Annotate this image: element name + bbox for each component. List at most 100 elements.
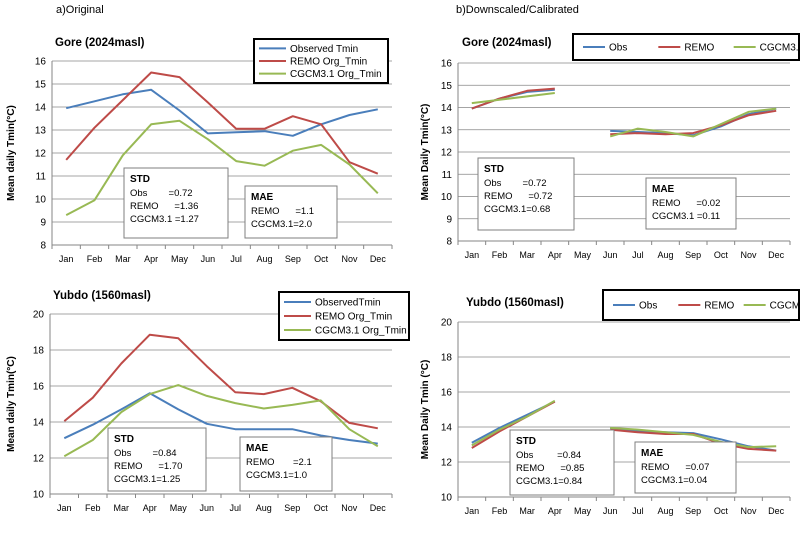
y-tick-label: 9 (446, 214, 452, 225)
series-line-observedtmin (63, 392, 378, 445)
stat-box-row: REMO =0.72 (484, 191, 552, 202)
x-tick-label: Jul (230, 254, 242, 264)
y-axis-label: Mean daily Tmin(°C) (6, 105, 17, 201)
x-tick-label: Mar (115, 254, 131, 264)
x-tick-label: Feb (85, 503, 101, 513)
stat-box-row: REMO =1.36 (130, 201, 198, 212)
legend-entry: REMO Org_Tmin (315, 312, 392, 323)
x-tick-label: Jun (603, 506, 618, 516)
x-tick-label: Jan (465, 506, 480, 516)
legend-entry: Obs (609, 43, 627, 54)
x-tick-label: Aug (256, 503, 272, 513)
stat-box-frame (509, 429, 615, 496)
stat-box-row: CGCM3.1=0.04 (641, 475, 707, 486)
stat-box-std: STD Obs =0.84 REMO =1.70 CGCM3.1=1.25 (107, 427, 207, 492)
y-tick-label: 8 (40, 241, 46, 252)
x-tick-label: Oct (314, 254, 329, 264)
stat-box-frame (107, 427, 207, 492)
x-tick-label: Feb (87, 254, 103, 264)
x-tick-label: Aug (256, 254, 272, 264)
stat-box-mae: MAE REMO =0.07 CGCM3.1=0.04 (634, 441, 737, 494)
y-tick-label: 18 (33, 346, 45, 357)
x-tick-label: Mar (519, 506, 535, 516)
stat-box-std: STD Obs =0.84 REMO =0.85 CGCM3.1=0.84 (509, 429, 615, 496)
stat-box-row: CGCM3.1 =1.27 (130, 214, 199, 225)
x-tick-label: Feb (492, 506, 508, 516)
y-axis-label: Mean daily Tmin(°C) (6, 356, 17, 452)
y-tick-label: 20 (33, 310, 45, 321)
chart-title: Yubdo (1560masl) (466, 297, 564, 309)
stat-box-row: CGCM3.1=0.68 (484, 204, 550, 215)
stat-box-row: REMO =0.85 (516, 463, 584, 474)
legend-entry: CGCM3.1 Org_Tmin (290, 69, 382, 80)
x-tick-label: Aug (657, 506, 673, 516)
y-tick-label: 16 (441, 59, 453, 70)
y-tick-label: 13 (441, 125, 453, 136)
y-tick-label: 15 (441, 81, 453, 92)
stat-box-row: CGCM3.1=2.0 (251, 219, 312, 230)
legend: Obs REMO CGCM3.1 (572, 33, 800, 61)
x-tick-label: Jul (632, 506, 644, 516)
series-line-cgcm3-1 (471, 399, 777, 449)
x-tick-label: Dec (370, 254, 387, 264)
x-tick-label: Jul (229, 503, 241, 513)
x-tick-label: Oct (714, 506, 729, 516)
series-line-observed-tmin (65, 88, 378, 137)
y-tick-label: 12 (441, 148, 453, 159)
y-tick-label: 16 (441, 388, 453, 399)
stat-box-heading: STD (114, 434, 134, 445)
chart-3: 10 12 14 16 18 20 Jan Feb Mar Apr May Jun Jul Aug Sep O… (6, 290, 410, 513)
y-tick-label: 8 (446, 237, 452, 248)
chart-1: 8 9 10 11 12 13 14 15 16 Jan Feb Mar Apr May Jun Jul Aug… (6, 37, 393, 264)
stat-box-row: REMO =1.1 (251, 206, 314, 217)
stat-box-heading: STD (516, 436, 536, 447)
chart-2: 8 9 10 11 12 13 14 15 16 Jan Feb Mar Apr May Jun Jul Aug… (420, 33, 800, 260)
y-tick-label: 10 (441, 192, 453, 203)
x-tick-label: Dec (768, 250, 785, 260)
legend-entry: REMO Org_Tmin (290, 57, 367, 68)
chart-title: Gore (2024masl) (462, 37, 552, 49)
y-axis-label: Mean Daily Tmin(°C) (420, 104, 431, 201)
x-tick-label: Nov (740, 250, 757, 260)
y-tick-label: 10 (441, 493, 453, 504)
x-tick-label: May (574, 506, 592, 516)
series-line-cgcm3-1-org-tmin (65, 119, 379, 216)
stat-box-mae: MAE REMO =2.1 CGCM3.1=1.0 (239, 436, 333, 492)
stat-box-frame (123, 167, 229, 239)
stat-box-row: REMO =2.1 (246, 457, 312, 468)
stat-box-row: Obs =0.84 (114, 448, 177, 459)
x-tick-label: Oct (314, 503, 329, 513)
legend-box (602, 289, 800, 321)
x-tick-label: Jun (199, 503, 214, 513)
series-line-cgcm3-1 (471, 92, 777, 138)
y-tick-label: 16 (35, 57, 47, 68)
stat-box-row: CGCM3.1 =0.11 (652, 211, 720, 222)
y-tick-label: 14 (441, 103, 453, 114)
x-tick-label: Jan (465, 250, 480, 260)
legend-entry: CGCM3.1 (760, 43, 800, 54)
x-tick-label: Apr (548, 506, 562, 516)
y-tick-label: 20 (441, 318, 453, 329)
y-tick-label: 14 (441, 423, 453, 434)
stat-box-row: REMO =1.70 (114, 461, 182, 472)
x-tick-label: May (574, 250, 592, 260)
legend-entry: REMO (704, 301, 734, 312)
y-tick-label: 12 (33, 454, 45, 465)
stat-box-mae: MAE REMO =0.02 CGCM3.1 =0.11 (645, 177, 737, 230)
x-tick-label: May (171, 254, 189, 264)
x-tick-label: Jun (201, 254, 216, 264)
x-tick-label: Sep (284, 503, 300, 513)
y-tick-label: 11 (442, 170, 453, 181)
y-tick-label: 15 (35, 80, 47, 91)
stat-box-row: CGCM3.1=1.25 (114, 474, 180, 485)
stat-box-heading: STD (484, 164, 504, 175)
legend-entry: ObservedTmin (315, 298, 381, 309)
series-line-cgcm3-1-org-tmin (63, 384, 379, 458)
stat-box-row: CGCM3.1=0.84 (516, 476, 582, 487)
x-tick-label: Jul (632, 250, 644, 260)
chart-title: Yubdo (1560masl) (53, 290, 151, 302)
y-tick-label: 13 (35, 126, 47, 137)
x-tick-label: Apr (143, 503, 157, 513)
y-tick-label: 12 (441, 458, 453, 469)
